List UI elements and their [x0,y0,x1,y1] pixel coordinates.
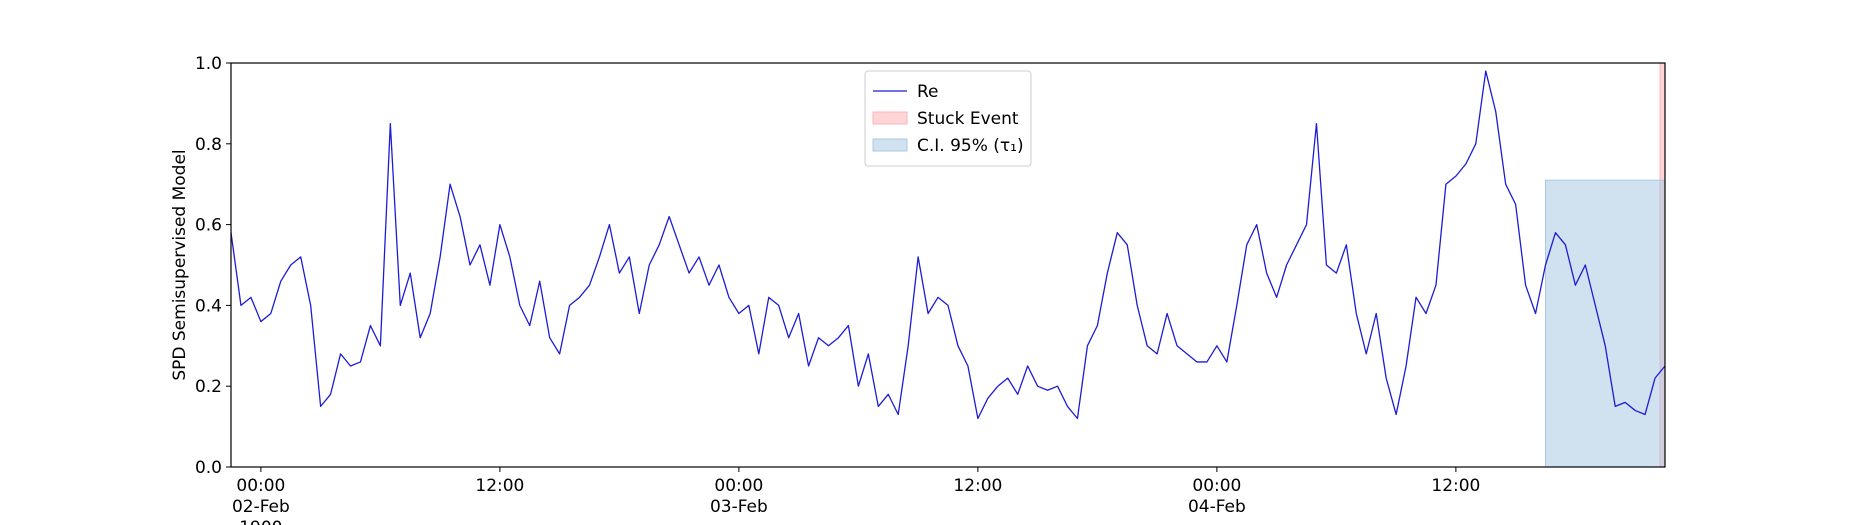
x-tick-label-line: 02-Feb [232,497,290,517]
x-tick-label: 00:00 03-Feb [710,476,768,517]
plot-frame [230,62,1666,468]
x-tick-label-line: 03-Feb [710,497,768,517]
y-tick-label: 0.6 [195,216,222,236]
legend-label: Stuck Event [917,109,1019,129]
legend-label: C.I. 95% (τ₁) [917,136,1024,156]
y-tick-label: 0.4 [195,296,222,316]
x-tick-label-line: 1900 [239,518,282,525]
legend-patch [872,138,908,152]
x-tick-label: 00:00 04-Feb [1188,476,1246,517]
x-tick-label-line: 04-Feb [1188,497,1246,517]
x-tick-label-line: 12:00 [1431,476,1480,496]
x-tick-label-line: 12:00 [953,476,1002,496]
x-tick-label-line: 12:00 [475,476,524,496]
y-tick-label: 1.0 [195,54,222,74]
y-tick-label: 0.0 [195,458,222,478]
x-tick-label: 12:00 [1431,476,1480,496]
line [230,70,1666,420]
y-axis-label: SPD Semisupervised Model [170,149,190,380]
legend-label: Re [917,82,939,102]
x-tick-label: 12:00 [953,476,1002,496]
legend-patch [872,111,908,125]
x-tick-label-line: 00:00 [714,476,763,496]
x-tick-label-line: 00:00 [1192,476,1241,496]
x-tick-label: 12:00 [475,476,524,496]
y-tick-label: 0.8 [195,135,222,155]
span [1545,179,1666,468]
y-tick-label: 0.2 [195,377,222,397]
x-tick-label-line: 00:00 [236,476,285,496]
